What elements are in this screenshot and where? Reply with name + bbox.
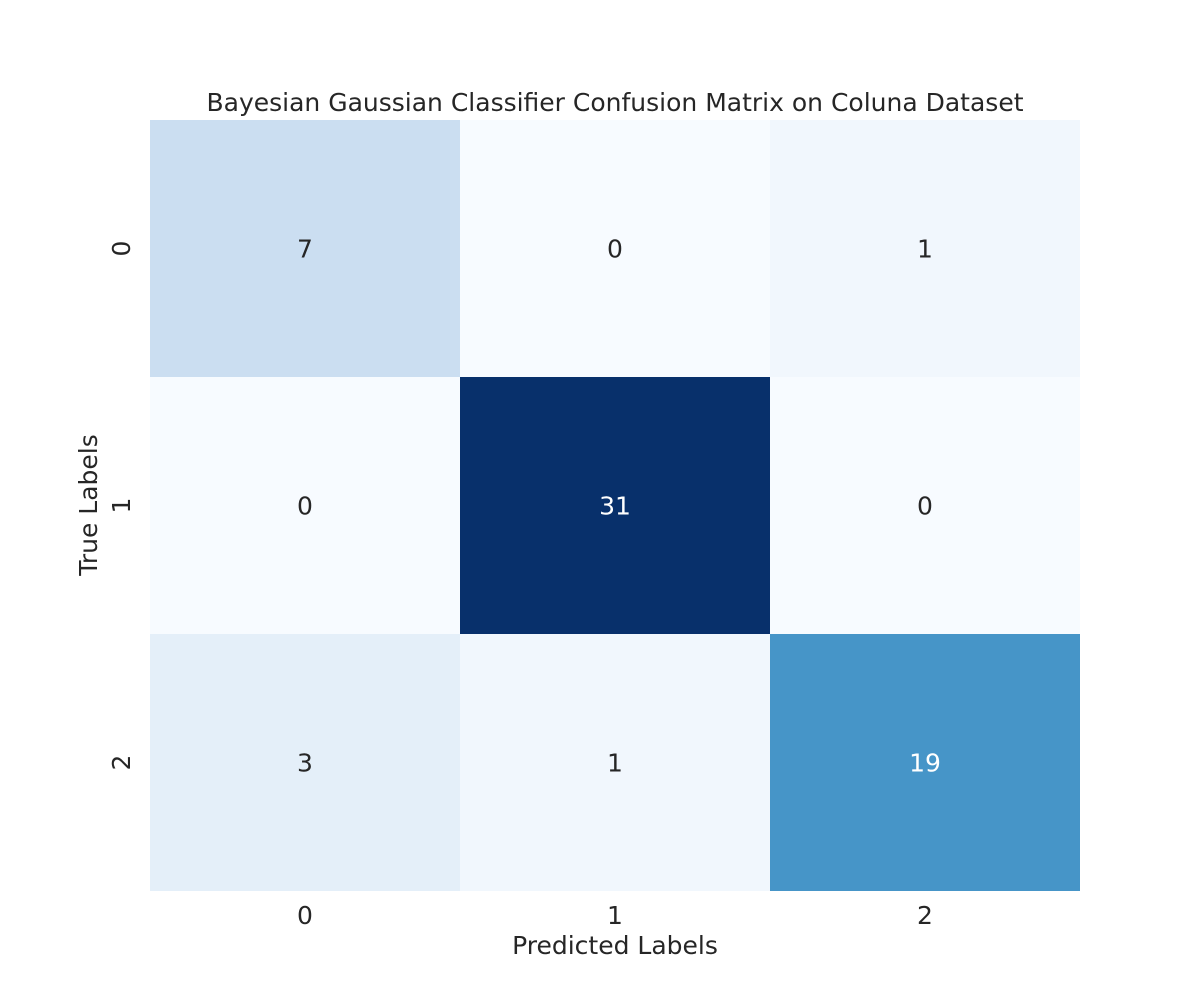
y-tick-2: 2 <box>107 755 136 771</box>
x-tick-2: 2 <box>917 901 933 930</box>
cell-value-r2-c2: 19 <box>909 749 941 778</box>
y-axis-label: True Labels <box>74 434 103 577</box>
y-tick-0: 0 <box>107 241 136 257</box>
x-tick-0: 0 <box>297 901 313 930</box>
x-tick-labels: 0 1 2 <box>297 901 933 930</box>
cell-value-r0-c0: 7 <box>297 235 313 264</box>
heatmap-cells <box>150 120 1080 891</box>
heatmap-cell-r2-c2 <box>770 634 1080 891</box>
heatmap-cell-r1-c2 <box>770 377 1080 634</box>
cell-value-r2-c1: 1 <box>607 749 623 778</box>
cell-value-r1-c0: 0 <box>297 492 313 521</box>
heatmap-cell-r1-c1 <box>460 377 770 634</box>
x-axis-label: Predicted Labels <box>512 931 718 960</box>
cell-value-r0-c1: 0 <box>607 235 623 264</box>
heatmap-cell-r2-c0 <box>150 634 460 891</box>
heatmap-cell-r0-c1 <box>460 120 770 377</box>
cell-value-labels: 7 0 10 31 03 1 19 <box>297 235 941 778</box>
heatmap-cell-r0-c0 <box>150 120 460 377</box>
x-tick-1: 1 <box>607 901 623 930</box>
cell-value-r2-c0: 3 <box>297 749 313 778</box>
cell-value-r1-c2: 0 <box>917 492 933 521</box>
cell-value-r1-c1: 31 <box>599 492 631 521</box>
cell-value-r0-c2: 1 <box>917 235 933 264</box>
y-tick-1: 1 <box>107 498 136 514</box>
chart-title: Bayesian Gaussian Classifier Confusion M… <box>206 88 1023 117</box>
y-tick-labels: 0 1 2 <box>107 241 136 771</box>
heatmap-cell-r2-c1 <box>460 634 770 891</box>
heatmap-cell-r0-c2 <box>770 120 1080 377</box>
heatmap-cell-r1-c0 <box>150 377 460 634</box>
